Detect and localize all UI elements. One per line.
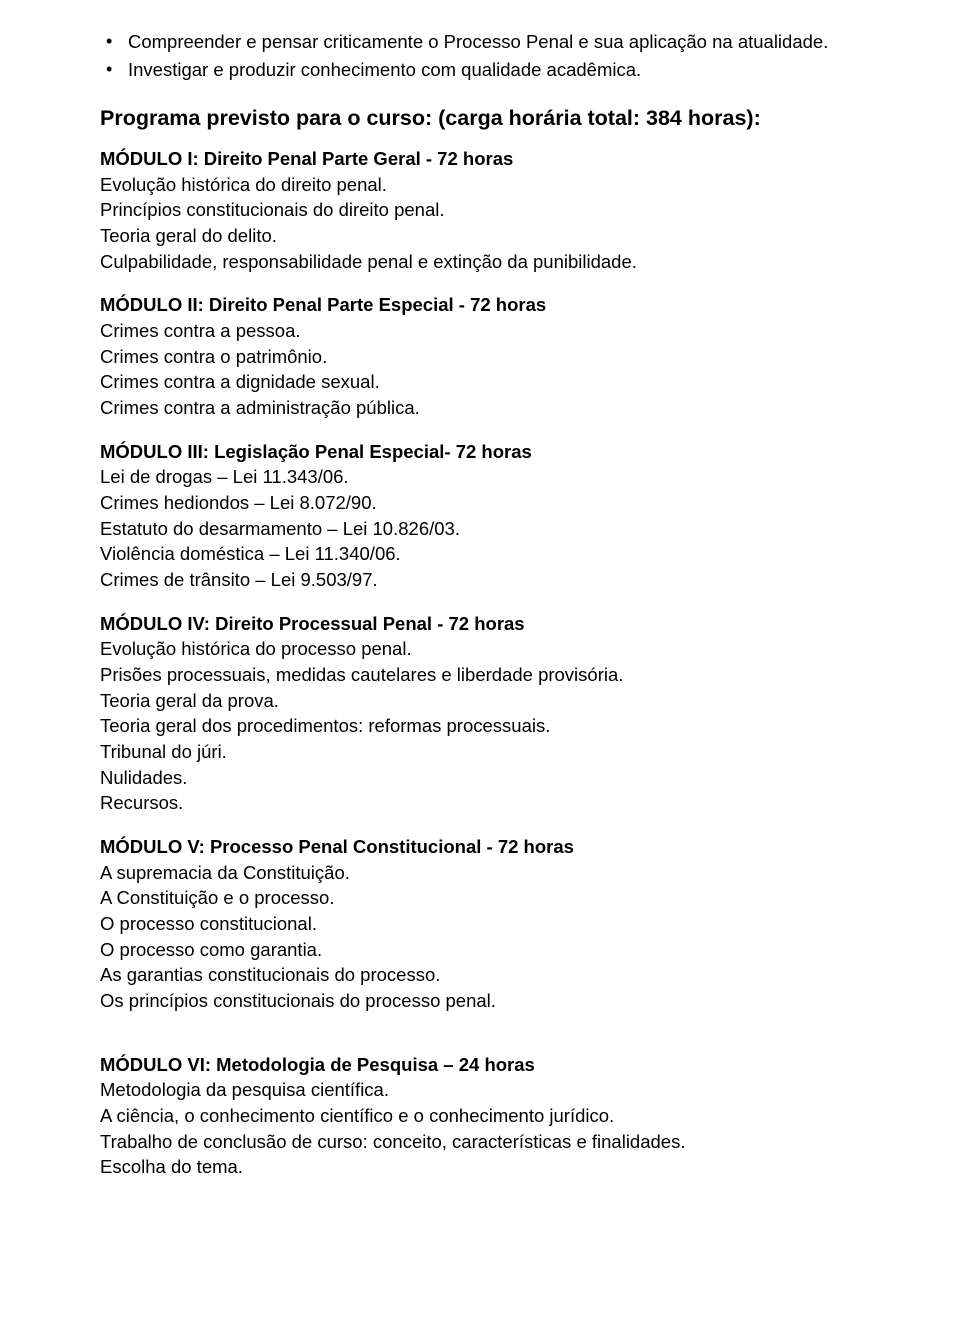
module-line: Estatuto do desarmamento – Lei 10.826/03…	[100, 517, 890, 541]
module-line: Evolução histórica do processo penal.	[100, 637, 890, 661]
module-line: Recursos.	[100, 791, 890, 815]
module-1: MÓDULO I: Direito Penal Parte Geral - 72…	[100, 147, 890, 273]
module-title: MÓDULO VI: Metodologia de Pesquisa – 24 …	[100, 1053, 890, 1077]
module-line: Crimes de trânsito – Lei 9.503/97.	[100, 568, 890, 592]
module-2: MÓDULO II: Direito Penal Parte Especial …	[100, 293, 890, 419]
module-line: O processo como garantia.	[100, 938, 890, 962]
module-line: Nulidades.	[100, 766, 890, 790]
bullet-item: Investigar e produzir conhecimento com q…	[100, 58, 890, 82]
module-line: Os princípios constitucionais do process…	[100, 989, 890, 1013]
module-4: MÓDULO IV: Direito Processual Penal - 72…	[100, 612, 890, 815]
extra-gap	[100, 1033, 890, 1053]
document-page: Compreender e pensar criticamente o Proc…	[0, 0, 960, 1239]
module-line: Tribunal do júri.	[100, 740, 890, 764]
module-line: Teoria geral do delito.	[100, 224, 890, 248]
module-line: O processo constitucional.	[100, 912, 890, 936]
module-line: A supremacia da Constituição.	[100, 861, 890, 885]
module-title: MÓDULO IV: Direito Processual Penal - 72…	[100, 612, 890, 636]
module-line: Culpabilidade, responsabilidade penal e …	[100, 250, 890, 274]
module-3: MÓDULO III: Legislação Penal Especial- 7…	[100, 440, 890, 592]
program-heading: Programa previsto para o curso: (carga h…	[100, 105, 890, 133]
module-line: Escolha do tema.	[100, 1155, 890, 1179]
intro-bullet-list: Compreender e pensar criticamente o Proc…	[100, 30, 890, 81]
module-line: Teoria geral dos procedimentos: reformas…	[100, 714, 890, 738]
module-title: MÓDULO V: Processo Penal Constitucional …	[100, 835, 890, 859]
module-line: A ciência, o conhecimento científico e o…	[100, 1104, 890, 1128]
module-line: Prisões processuais, medidas cautelares …	[100, 663, 890, 687]
module-line: Crimes contra a pessoa.	[100, 319, 890, 343]
bullet-item: Compreender e pensar criticamente o Proc…	[100, 30, 890, 54]
module-line: Metodologia da pesquisa científica.	[100, 1078, 890, 1102]
module-line: Crimes contra o patrimônio.	[100, 345, 890, 369]
module-line: Violência doméstica – Lei 11.340/06.	[100, 542, 890, 566]
module-title: MÓDULO II: Direito Penal Parte Especial …	[100, 293, 890, 317]
module-5: MÓDULO V: Processo Penal Constitucional …	[100, 835, 890, 1013]
module-line: Evolução histórica do direito penal.	[100, 173, 890, 197]
module-line: Teoria geral da prova.	[100, 689, 890, 713]
module-line: Crimes contra a administração pública.	[100, 396, 890, 420]
module-line: Trabalho de conclusão de curso: conceito…	[100, 1130, 890, 1154]
module-line: Crimes contra a dignidade sexual.	[100, 370, 890, 394]
module-6: MÓDULO VI: Metodologia de Pesquisa – 24 …	[100, 1053, 890, 1179]
module-line: Princípios constitucionais do direito pe…	[100, 198, 890, 222]
module-line: A Constituição e o processo.	[100, 886, 890, 910]
module-line: Crimes hediondos – Lei 8.072/90.	[100, 491, 890, 515]
module-line: Lei de drogas – Lei 11.343/06.	[100, 465, 890, 489]
module-line: As garantias constitucionais do processo…	[100, 963, 890, 987]
module-title: MÓDULO I: Direito Penal Parte Geral - 72…	[100, 147, 890, 171]
module-title: MÓDULO III: Legislação Penal Especial- 7…	[100, 440, 890, 464]
